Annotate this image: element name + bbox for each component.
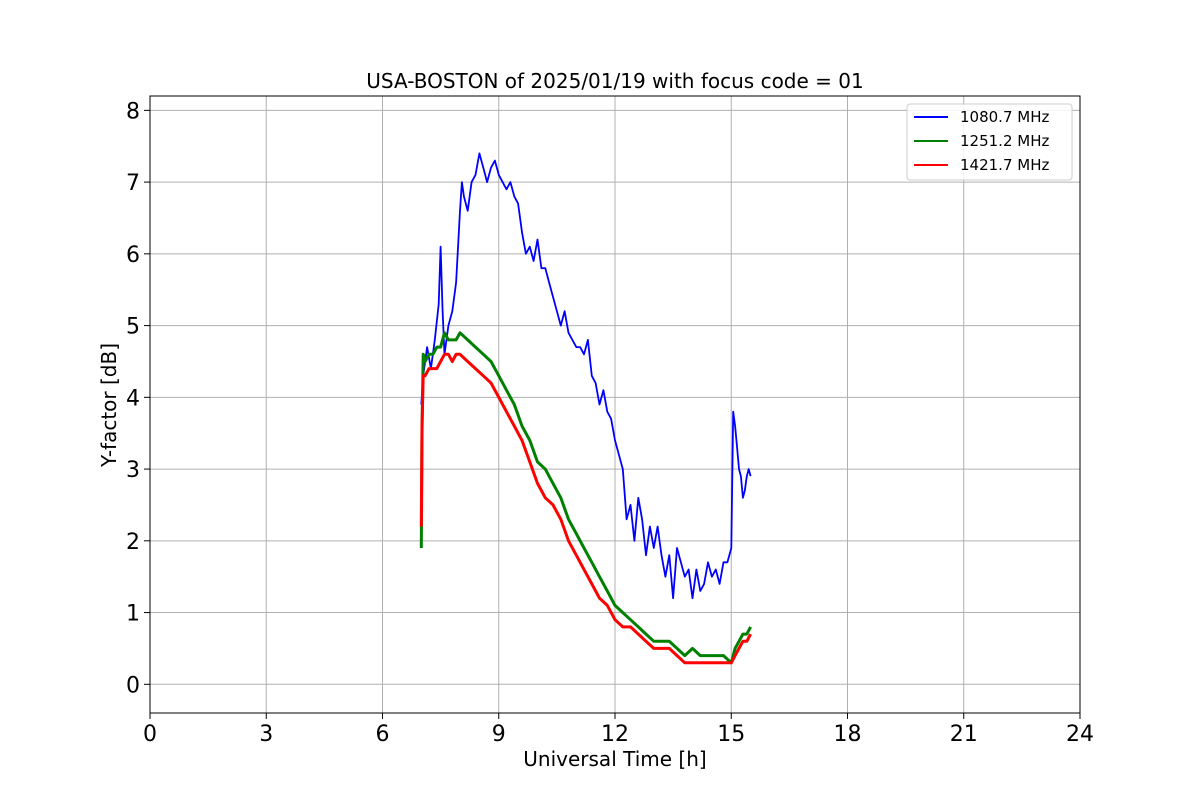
x-axis: 0 3 6 9 12 15 18 21 24	[143, 713, 1094, 747]
x-tick-label: 15	[717, 722, 745, 747]
y-tick-label: 6	[126, 243, 140, 268]
legend-items: 1080.7 MHz 1251.2 MHz 1421.7 MHz	[914, 108, 1049, 174]
legend-box	[906, 103, 1073, 181]
x-tick-label: 6	[376, 722, 390, 747]
y-tick-label: 2	[126, 530, 140, 555]
x-tick-label: 21	[950, 722, 978, 747]
y-axis: 0 1 2 3 4 5 6 7 8	[126, 99, 150, 698]
legend: 1080.7 MHz 1251.2 MHz 1421.7 MHz	[906, 103, 1073, 181]
x-axis-label: Universal Time [h]	[523, 747, 706, 771]
chart-title: USA-BOSTON of 2025/01/19 with focus code…	[366, 69, 863, 93]
series-line-2	[419, 331, 752, 665]
y-tick-label: 1	[126, 602, 140, 627]
x-tick-label: 24	[1066, 722, 1094, 747]
series-lines	[419, 152, 752, 665]
y-tick-label: 3	[126, 458, 140, 483]
y-tick-label: 8	[126, 99, 140, 124]
x-tick-label: 0	[143, 722, 157, 747]
x-tick-label: 9	[492, 722, 506, 747]
series-line-1	[420, 152, 752, 600]
legend-label-1: 1080.7 MHz	[960, 108, 1049, 126]
y-tick-label: 0	[126, 673, 140, 698]
series-line-3	[419, 352, 752, 665]
legend-label-2: 1251.2 MHz	[960, 132, 1049, 150]
y-tick-label: 5	[126, 315, 140, 340]
x-tick-label: 18	[834, 722, 862, 747]
x-tick-label: 12	[601, 722, 629, 747]
x-tick-label: 3	[259, 722, 273, 747]
y-tick-label: 7	[126, 171, 140, 196]
legend-label-3: 1421.7 MHz	[960, 156, 1049, 174]
y-axis-label: Y-factor [dB]	[97, 343, 121, 468]
y-tick-label: 4	[126, 386, 140, 411]
